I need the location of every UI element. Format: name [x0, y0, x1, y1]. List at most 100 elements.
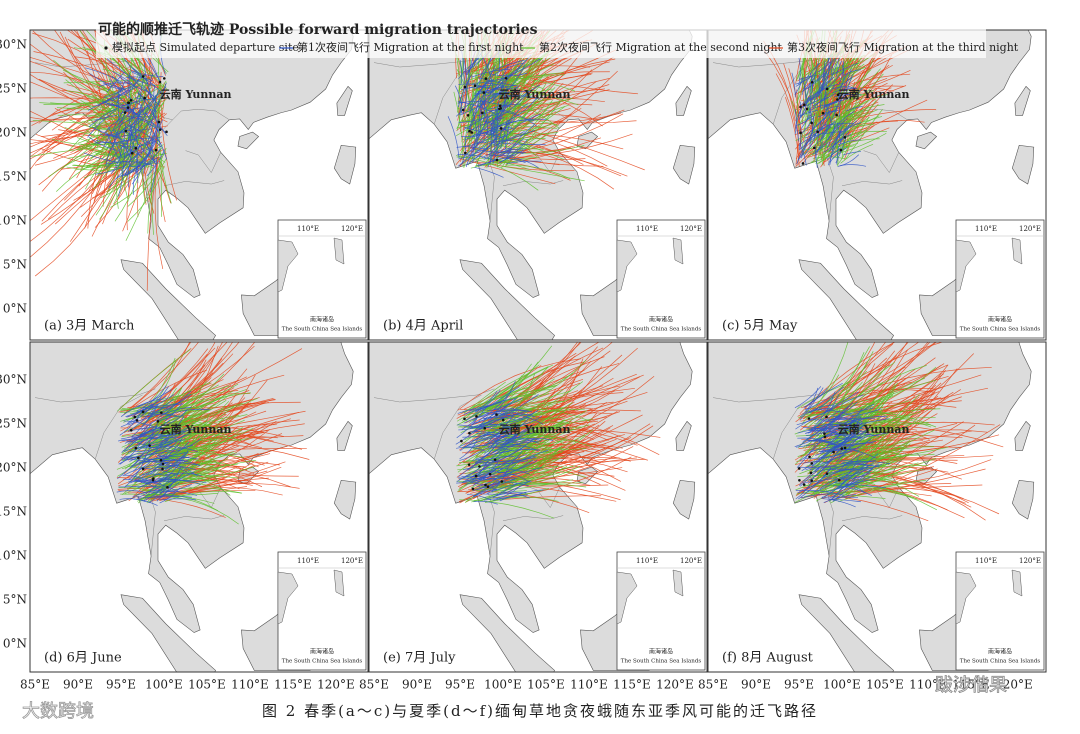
x-tick-label: 90°E — [402, 678, 432, 692]
y-tick-label: 10°N — [0, 214, 27, 228]
departure-site — [496, 159, 499, 162]
departure-site — [824, 435, 827, 438]
departure-site — [130, 429, 133, 432]
departure-site — [798, 467, 801, 470]
departure-site — [143, 97, 146, 100]
y-tick-label: 20°N — [0, 461, 27, 475]
departure-site — [489, 473, 492, 476]
departure-site — [481, 112, 484, 115]
x-tick-label: 120°E — [317, 678, 355, 692]
departure-site — [816, 131, 819, 134]
panel-label: (f) 8月 August — [722, 651, 814, 666]
departure-site — [127, 101, 130, 104]
departure-site — [799, 132, 802, 135]
departure-site — [826, 88, 829, 91]
x-tick-label: 90°E — [63, 678, 93, 692]
departure-site — [159, 81, 162, 84]
departure-site — [810, 472, 813, 475]
departure-site — [464, 86, 467, 89]
departure-site — [159, 128, 162, 131]
inset-caption: 南海诸岛 — [649, 316, 673, 324]
place-label: 云南 Yunnan — [838, 87, 910, 101]
departure-site — [505, 77, 508, 80]
departure-site — [152, 477, 155, 480]
x-tick-label: 105°E — [866, 678, 904, 692]
inset-caption: 南海诸岛 — [988, 316, 1012, 324]
departure-site — [826, 472, 829, 475]
departure-site — [840, 447, 843, 450]
place-label: 云南 Yunnan — [838, 422, 910, 436]
departure-site — [467, 114, 470, 117]
departure-site — [125, 130, 128, 133]
inset-caption: The South China Sea Islands — [621, 659, 702, 665]
x-tick-label: 95°E — [445, 678, 475, 692]
departure-site — [148, 444, 151, 447]
inset-caption: 南海诸岛 — [310, 648, 334, 656]
departure-site — [137, 457, 140, 460]
legend: 可能的顺推迁飞轨迹 Possible forward migration tra… — [96, 20, 1019, 58]
departure-site — [161, 468, 164, 471]
departure-site — [498, 107, 501, 110]
departure-site — [160, 411, 163, 414]
inset-tick-label: 110°E — [636, 225, 658, 233]
departure-site — [462, 109, 465, 112]
inset-caption: The South China Sea Islands — [960, 659, 1041, 665]
y-tick-label: 30°N — [0, 373, 27, 387]
inset-caption: The South China Sea Islands — [282, 659, 363, 665]
departure-site — [158, 121, 161, 124]
departure-site — [124, 111, 127, 114]
departure-site — [136, 419, 139, 422]
inset-tick-label: 120°E — [341, 225, 363, 233]
departure-site — [142, 75, 145, 78]
inset-tick-label: 110°E — [297, 225, 319, 233]
departure-site — [131, 152, 134, 155]
caption: 图 2 春季(a～c)与夏季(d～f)缅甸草地贪夜蛾随东亚季风可能的迁飞路径 — [262, 702, 818, 720]
departure-site — [127, 106, 130, 109]
departure-site — [464, 152, 467, 155]
departure-site — [822, 112, 825, 115]
y-tick-label: 0°N — [3, 302, 27, 316]
y-tick-label: 25°N — [0, 82, 27, 96]
departure-site — [142, 468, 145, 471]
departure-site — [799, 106, 802, 109]
legend-label: 第3次夜间飞行 Migration at the third night — [787, 40, 1019, 54]
x-tick-label: 120°E — [656, 678, 694, 692]
departure-site — [155, 149, 158, 152]
departure-site — [163, 77, 166, 80]
departure-site — [162, 463, 165, 466]
panel-label: (d) 6月 June — [44, 651, 122, 666]
x-tick-label: 95°E — [784, 678, 814, 692]
inset-tick-label: 110°E — [636, 557, 658, 565]
inset-tick-label: 120°E — [680, 557, 702, 565]
y-tick-label: 25°N — [0, 417, 27, 431]
y-tick-label: 5°N — [3, 593, 27, 607]
x-tick-label: 100°E — [484, 678, 522, 692]
place-label: 云南 Yunnan — [499, 87, 571, 101]
legend-label: 模拟起点 Simulated departure site — [112, 40, 299, 54]
inset-caption: The South China Sea Islands — [621, 327, 702, 333]
legend-label: 第2次夜间飞行 Migration at the second night — [539, 40, 783, 54]
inset-tick-label: 110°E — [297, 557, 319, 565]
inset-tick-label: 120°E — [680, 225, 702, 233]
departure-site — [484, 484, 487, 487]
y-tick-label: 10°N — [0, 549, 27, 563]
departure-site — [840, 149, 843, 152]
y-tick-label: 15°N — [0, 170, 27, 184]
departure-site — [500, 127, 503, 130]
departure-site — [838, 479, 841, 482]
watermark: 大数跨境 — [22, 701, 94, 722]
legend-marker — [104, 46, 107, 49]
inset-tick-label: 120°E — [341, 557, 363, 565]
x-tick-label: 85°E — [20, 678, 50, 692]
departure-site — [810, 462, 813, 465]
departure-site — [134, 416, 137, 419]
panels: 云南 Yunnan 110°E 120°E 南海诸岛 The South China S… — [0, 0, 1046, 692]
inset-caption: 南海诸岛 — [310, 316, 334, 324]
departure-site — [468, 432, 471, 435]
departure-site — [825, 416, 828, 419]
departure-site — [165, 131, 168, 134]
departure-site — [472, 487, 475, 490]
x-tick-label: 100°E — [823, 678, 861, 692]
departure-site — [808, 456, 811, 459]
